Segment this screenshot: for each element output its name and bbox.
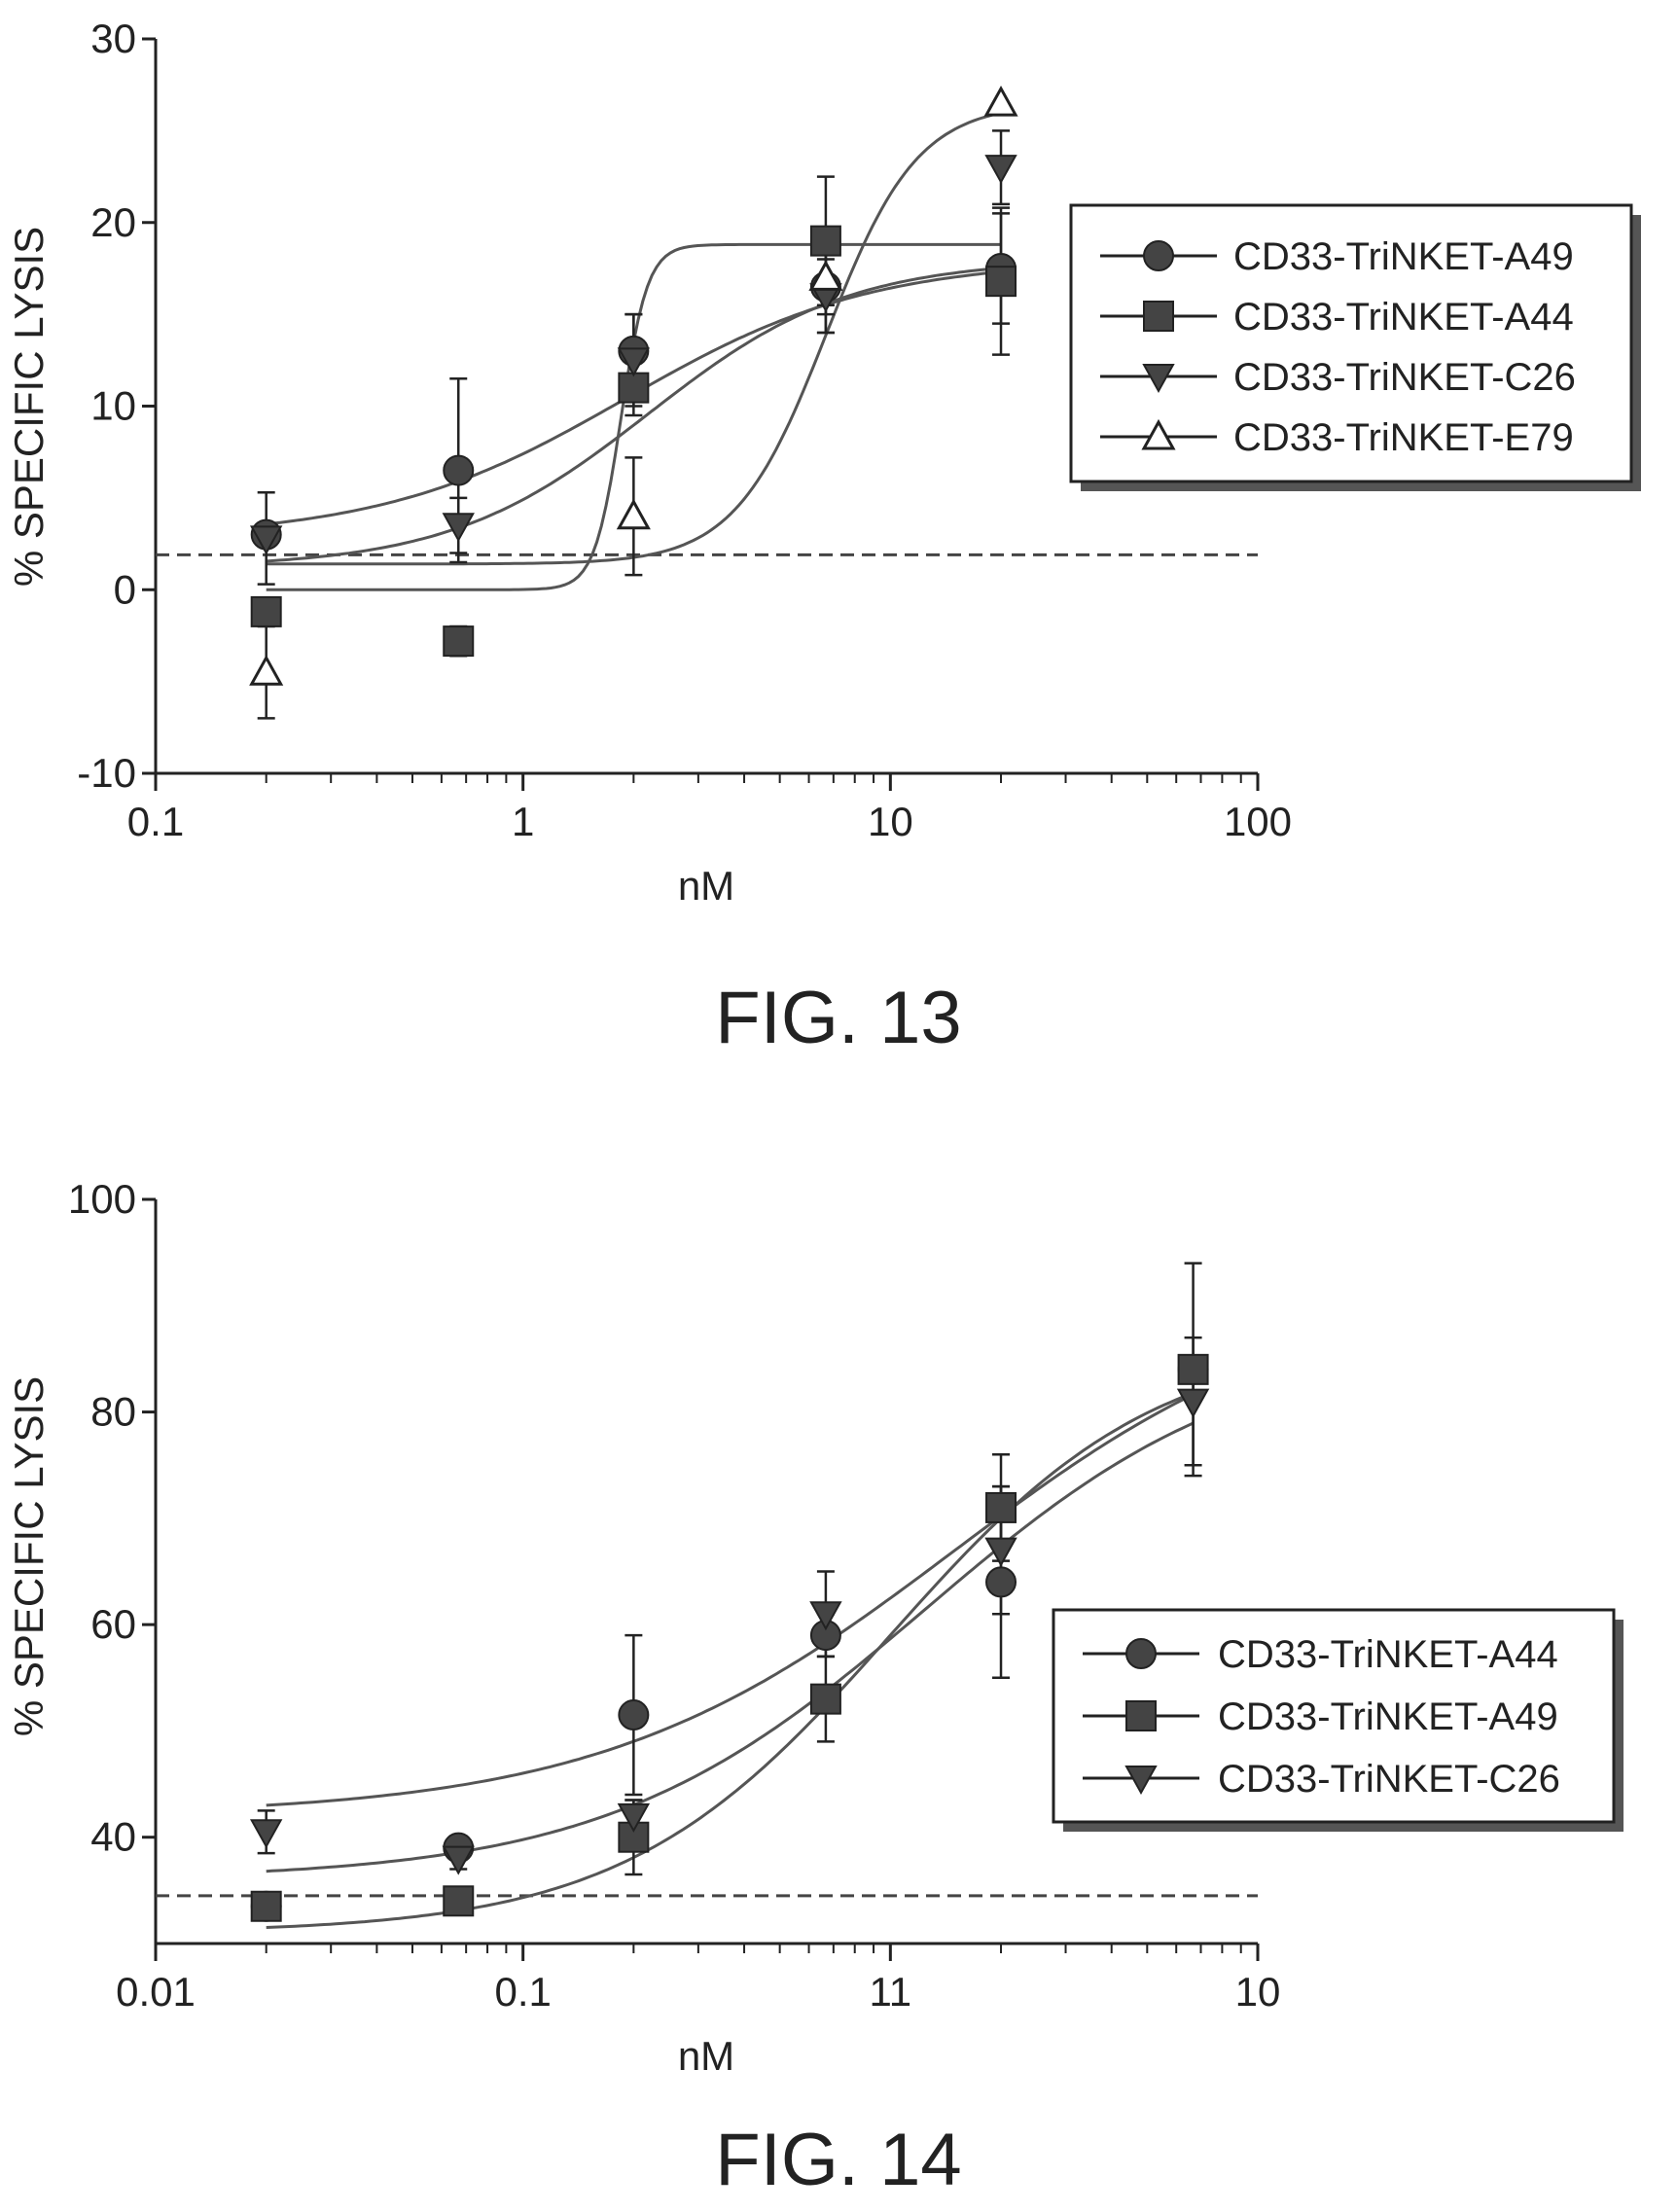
fig13-data-point-series-2 xyxy=(250,595,282,627)
fig14-data-point-series-3 xyxy=(617,1802,651,1833)
fig14-fit-curves xyxy=(266,1391,1195,1929)
fig13-y-tick-label: -10 xyxy=(77,750,136,796)
fig14-data-point-series-2 xyxy=(985,1491,1017,1523)
fig14-fit-curve-1 xyxy=(266,1393,1195,1807)
fig14-legend-items: CD33-TriNKET-A44 CD33-TriNKET-A49 CD33-Tri… xyxy=(1083,1633,1560,1801)
fig14-chart: 40 60 80 100 0.01 0.1 11 10 nM % SPECIFIC LYSI… xyxy=(6,1176,1623,2201)
fig13-legend: CD33-TriNKET-A49 CD33-TriNKET-A44 CD33-Tri… xyxy=(1069,203,1641,491)
fig13-legend-entry: CD33-TriNKET-A49 xyxy=(1100,235,1574,278)
fig14-legend-entry: CD33-TriNKET-C26 xyxy=(1083,1758,1560,1801)
fig14-y-tick-label: 80 xyxy=(90,1389,136,1435)
fig14-data-point-series-3 xyxy=(984,1537,1017,1567)
fig14-x-axis-title: nM xyxy=(678,2033,734,2079)
fig13-legend-marker xyxy=(1143,301,1174,332)
fig13-x-tick-label: 10 xyxy=(868,799,913,844)
fig13-data-point-series-2 xyxy=(618,372,650,404)
fig13-y-tick-label: 20 xyxy=(90,199,136,245)
fig13-legend-label: CD33-TriNKET-A44 xyxy=(1233,296,1574,339)
fig14-y-tick-labels: 40 60 80 100 xyxy=(68,1176,136,1860)
fig13-data-point-series-2 xyxy=(809,225,841,257)
fig13-x-tick-label: 0.1 xyxy=(127,799,184,844)
fig13-data-point-series-2 xyxy=(985,266,1017,298)
fig14-x-tick-label: 0.1 xyxy=(494,1969,551,2015)
fig13-data-point-series-2 xyxy=(443,625,475,658)
fig13-caption: FIG. 13 xyxy=(715,977,961,1059)
fig13-y-tick-label: 10 xyxy=(90,383,136,429)
fig13-x-axis-title: nM xyxy=(678,863,734,909)
fig14-y-tick-label: 100 xyxy=(68,1176,136,1222)
fig13-x-tick-label: 100 xyxy=(1224,799,1292,844)
fig13-chart: -10 0 10 20 30 0.1 1 10 100 nM % SPECIFIC LYSIS… xyxy=(6,16,1641,1059)
fig13-data-point-series-3 xyxy=(442,513,475,543)
fig14-legend-label: CD33-TriNKET-A49 xyxy=(1218,1695,1558,1738)
fig14-legend-marker xyxy=(1124,1766,1158,1796)
fig13-data-points xyxy=(249,85,1018,686)
fig14-data-point-series-1 xyxy=(618,1699,650,1731)
fig13-y-tick-labels: -10 0 10 20 30 xyxy=(77,16,136,796)
fig14-x-tick-labels: 0.01 0.1 11 10 xyxy=(116,1969,1280,2015)
fig13-legend-marker xyxy=(1143,240,1174,271)
fig13-x-tick-label: 1 xyxy=(512,799,534,844)
fig13-y-tick-label: 30 xyxy=(90,16,136,61)
fig13-legend-entry: CD33-TriNKET-E79 xyxy=(1100,416,1574,459)
fig14-x-tick-label: 10 xyxy=(1235,1969,1281,2015)
fig13-legend-entry: CD33-TriNKET-C26 xyxy=(1100,356,1576,399)
fig14-legend-marker xyxy=(1125,1638,1157,1669)
fig13-data-point-series-3 xyxy=(249,525,283,555)
fig14-fit-curve-3 xyxy=(266,1421,1195,1873)
fig13-legend-label: CD33-TriNKET-A49 xyxy=(1233,235,1574,278)
fig14-ticks xyxy=(142,1197,1260,1961)
fig13-fit-curve-3 xyxy=(266,267,1002,563)
fig14-x-tick-label: 11 xyxy=(870,1969,912,2015)
fig14-x-tick-label: 0.01 xyxy=(116,1969,196,2015)
fig14-data-points xyxy=(249,1353,1210,1922)
fig13-y-axis-title: % SPECIFIC LYSIS xyxy=(6,227,52,587)
fig13-legend-marker xyxy=(1142,364,1175,394)
fig14-y-axis-title: % SPECIFIC LYSIS xyxy=(6,1376,52,1736)
fig13-data-point-series-4 xyxy=(808,260,843,291)
fig14-legend-entry: CD33-TriNKET-A49 xyxy=(1083,1695,1558,1738)
fig14-legend-label: CD33-TriNKET-A44 xyxy=(1218,1633,1558,1676)
fig13-legend-label: CD33-TriNKET-E79 xyxy=(1233,416,1574,459)
fig14-caption: FIG. 14 xyxy=(715,2119,961,2201)
fig14-data-point-series-2 xyxy=(1177,1353,1209,1385)
fig14-data-point-series-3 xyxy=(1176,1388,1210,1418)
fig13-data-point-series-4 xyxy=(616,498,651,530)
fig13-legend-label: CD33-TriNKET-C26 xyxy=(1233,356,1576,399)
fig14-data-point-series-3 xyxy=(249,1819,283,1849)
fig13-data-point-series-4 xyxy=(983,85,1018,117)
fig13-x-tick-labels: 0.1 1 10 100 xyxy=(127,799,1292,844)
fig13-data-point-series-4 xyxy=(249,655,284,686)
fig14-data-point-series-3 xyxy=(809,1601,842,1631)
fig14-legend: CD33-TriNKET-A44 CD33-TriNKET-A49 CD33-Tri… xyxy=(1052,1608,1623,1832)
fig13-legend-entry: CD33-TriNKET-A44 xyxy=(1100,296,1574,339)
fig13-data-point-series-3 xyxy=(984,155,1017,185)
fig13-data-point-series-3 xyxy=(617,347,651,377)
fig14-data-point-series-2 xyxy=(443,1885,475,1917)
fig13-legend-marker xyxy=(1141,418,1176,450)
fig14-fit-curve-2 xyxy=(266,1391,1195,1929)
fig14-legend-label: CD33-TriNKET-C26 xyxy=(1218,1758,1560,1801)
fig14-y-tick-label: 60 xyxy=(90,1601,136,1647)
fig14-legend-marker xyxy=(1125,1700,1157,1731)
fig13-data-point-series-1 xyxy=(443,454,475,486)
fig13-y-tick-label: 0 xyxy=(114,566,136,612)
fig14-y-tick-label: 40 xyxy=(90,1814,136,1860)
fig14-data-point-series-2 xyxy=(809,1683,841,1715)
fig13-ticks xyxy=(142,37,1260,791)
fig13-legend-items: CD33-TriNKET-A49 CD33-TriNKET-A44 CD33-Tri… xyxy=(1100,235,1576,459)
fig14-legend-entry: CD33-TriNKET-A44 xyxy=(1083,1633,1558,1676)
fig14-data-point-series-1 xyxy=(985,1566,1017,1598)
fig14-data-point-series-2 xyxy=(250,1890,282,1922)
fig14-data-point-series-3 xyxy=(442,1845,475,1875)
